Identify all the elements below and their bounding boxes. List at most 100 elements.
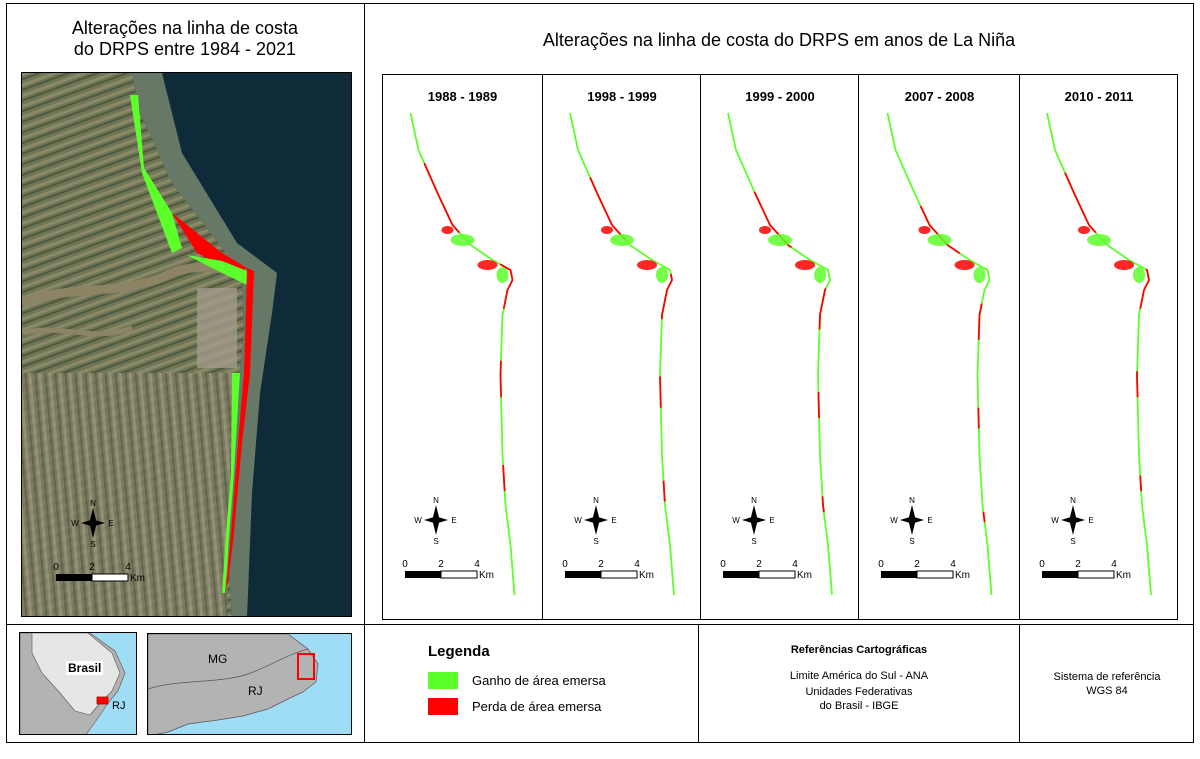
loss-segment (409, 112, 516, 596)
panel-title: 2010 - 2011 (1064, 89, 1134, 104)
estuary-change-patch (973, 267, 986, 283)
scale-tick-0: 0 (720, 559, 726, 570)
gain-swatch (428, 672, 458, 689)
compass-e-label: E (611, 516, 616, 525)
loss-segment (1046, 112, 1152, 596)
south-america-map (20, 633, 126, 734)
estuary-change-patch (601, 226, 613, 234)
satellite-map: N S W E 0 2 4 Km (21, 72, 352, 617)
estuary-change-patch (441, 226, 454, 234)
references-line1: Limite América do Sul - ANA (789, 670, 929, 682)
vertical-divider (364, 3, 365, 743)
estuary-change-patch (450, 234, 475, 246)
legend: Legenda Ganho de área emersa Perda de ár… (428, 643, 688, 715)
regional-map (148, 634, 319, 734)
compass-w-label: W (71, 519, 79, 528)
compass-icon: N S W E (71, 499, 113, 548)
scale-tick-2: 2 (598, 559, 604, 570)
brasil-label: Brasil (66, 661, 104, 675)
scale-tick-2: 2 (89, 562, 95, 573)
estuary-change-patch (768, 234, 792, 246)
gain-shoreline (886, 112, 993, 596)
scale-tick-0: 0 (562, 559, 568, 570)
estuary-change-patch (1133, 267, 1145, 283)
mg-label: MG (208, 652, 228, 666)
compass-w-label: W (890, 516, 898, 525)
compass-icon: N S W E (889, 495, 935, 550)
legend-item-loss: Perda de área emersa (428, 698, 688, 715)
compass-e-label: E (927, 516, 932, 525)
scale-unit: Km (130, 573, 145, 584)
compass-icon: N S W E (731, 495, 777, 550)
shoreline-change-map (727, 112, 833, 596)
loss-segment (409, 112, 516, 596)
scale-tick-0: 0 (878, 559, 884, 570)
loss-segment (569, 112, 675, 596)
estuary-change-patch (477, 260, 498, 270)
compass-w-label: W (574, 516, 582, 525)
estuary-change-patch (610, 234, 634, 246)
compass-e-label: E (769, 516, 774, 525)
panel-1998-1999: 1998 - 1999 N S W E 0 2 4 Km (542, 75, 701, 619)
scale-bar: 0 2 4 Km (873, 557, 983, 588)
estuary-change-patch (656, 267, 668, 283)
satellite-map-image (22, 73, 351, 616)
scale-tick-0: 0 (1039, 559, 1045, 570)
loss-segment (727, 112, 833, 596)
compass-n-label: N (593, 496, 599, 505)
estuary-change-patch (795, 260, 815, 270)
estuary-change-patch (759, 226, 771, 234)
scale-bar: 0 2 4 Km (715, 557, 825, 588)
estuary-change-patch (918, 226, 931, 234)
divider-refs-crs (1019, 624, 1020, 743)
scale-unit: Km (479, 570, 494, 581)
loss-segment (569, 112, 675, 596)
reference-system: Sistema de referência WGS 84 (1020, 670, 1194, 698)
scale-tick-2: 2 (756, 559, 762, 570)
cartographic-references: Referências Cartográficas Limite América… (699, 643, 1019, 713)
scale-tick-4: 4 (474, 559, 480, 570)
scale-tick-2: 2 (438, 559, 444, 570)
compass-icon: N S W E (413, 495, 459, 550)
scale-unit: Km (1116, 570, 1131, 581)
compass-n-label: N (90, 499, 96, 508)
estuary-change-patch (1078, 226, 1090, 234)
estuary-change-patch (1087, 234, 1111, 246)
compass-s-label: S (90, 540, 95, 548)
scale-tick-4: 4 (950, 559, 956, 570)
compass-n-label: N (751, 496, 757, 505)
estuary-change-patch (814, 267, 826, 283)
left-title-line2: do DRPS entre 1984 - 2021 (73, 39, 297, 59)
panel-1999-2000: 1999 - 2000 N S W E 0 2 4 Km (700, 75, 859, 619)
loss-segment (1046, 112, 1152, 596)
crs-line1: Sistema de referência (1053, 671, 1161, 683)
left-map-title: Alterações na linha de costa do DRPS ent… (8, 18, 362, 60)
south-america-inset: Brasil RJ (19, 632, 137, 735)
left-title-line1: Alterações na linha de costa (71, 18, 299, 38)
la-nina-panels (382, 74, 1178, 620)
panel-title: 1999 - 2000 (745, 89, 815, 104)
panel-1988-1989: 1988 - 1989 N S W E 0 2 4 Km (383, 75, 542, 619)
compass-e-label: E (451, 516, 456, 525)
panel-title: 2007 - 2008 (904, 89, 975, 104)
shoreline-change-map (569, 112, 675, 596)
crs-line2: WGS 84 (1086, 685, 1128, 697)
compass-s-label: S (751, 537, 756, 545)
panel-2010-2011: 2010 - 2011 N S W E 0 2 4 Km (1019, 75, 1178, 619)
horizontal-divider (6, 624, 1194, 625)
divider-legend-refs (698, 624, 699, 743)
scale-bar: 0 2 4 Km (53, 562, 145, 584)
scale-bar: 0 2 4 Km (557, 557, 667, 588)
shoreline-change-map (886, 112, 993, 596)
legend-title: Legenda (428, 643, 490, 660)
loss-swatch (428, 698, 458, 715)
scale-tick-4: 4 (1111, 559, 1117, 570)
shoreline-change-map (1046, 112, 1152, 596)
estuary-change-patch (954, 260, 975, 270)
panel-title: 1998 - 1999 (587, 89, 657, 104)
compass-s-label: S (909, 537, 914, 545)
scale-tick-4: 4 (792, 559, 798, 570)
compass-e-label: E (108, 519, 113, 528)
compass-w-label: W (732, 516, 740, 525)
shoreline-change-map (409, 112, 516, 596)
